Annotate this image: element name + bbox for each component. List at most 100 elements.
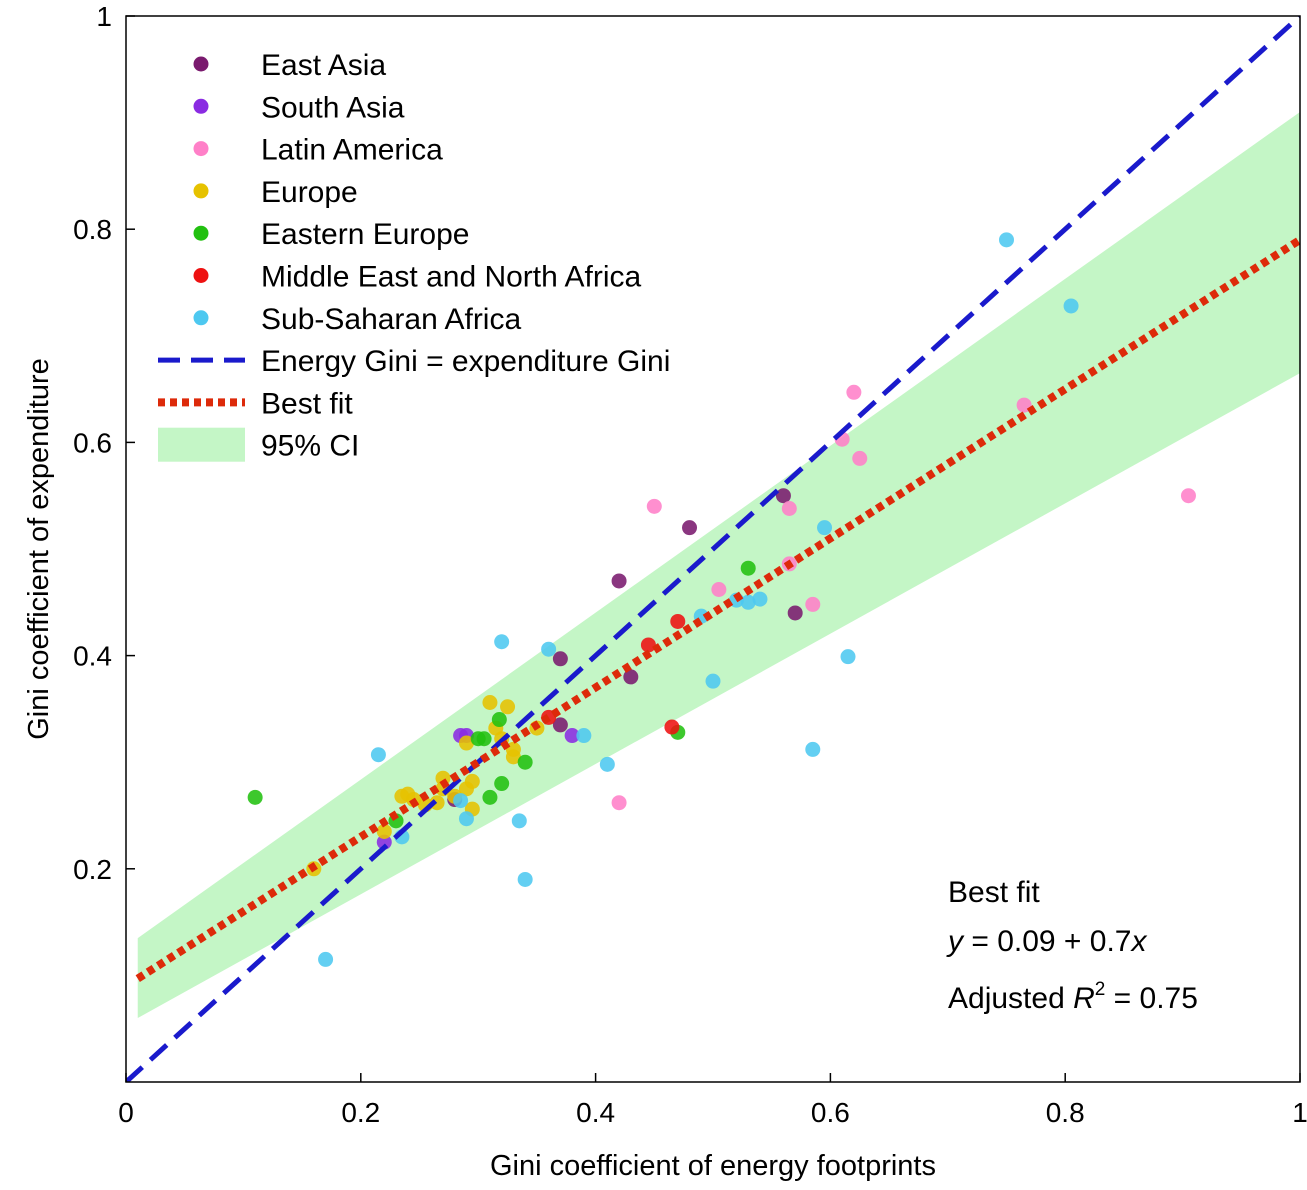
x-tick-label: 0.6 <box>811 1097 850 1128</box>
data-point-east-asia <box>775 488 791 504</box>
y-tick-label: 0.8 <box>73 214 112 245</box>
data-point-sub-saharan-africa <box>840 649 856 665</box>
legend-label: Sub-Saharan Africa <box>261 303 521 336</box>
annotation-equation: y = 0.09 + 0.7x <box>946 925 1147 958</box>
data-point-sub-saharan-africa <box>458 811 474 827</box>
x-tick-label: 0.4 <box>576 1097 615 1128</box>
legend-marker <box>193 225 209 241</box>
data-point-sub-saharan-africa <box>705 673 721 689</box>
legend-label: Energy Gini = expenditure Gini <box>261 345 670 378</box>
data-point-eastern-europe <box>247 789 263 805</box>
x-axis-title: Gini coefficient of energy footprints <box>490 1150 936 1182</box>
data-point-sub-saharan-africa <box>999 232 1014 248</box>
data-point-eastern-europe <box>482 789 498 805</box>
data-point-latin-america <box>805 596 821 612</box>
legend-marker <box>193 98 209 114</box>
legend-label: Latin America <box>261 134 443 167</box>
legend-label: Eastern Europe <box>261 218 469 251</box>
data-point-eastern-europe <box>740 560 756 576</box>
legend-marker <box>193 56 209 72</box>
data-point-europe <box>482 695 498 711</box>
data-point-sub-saharan-africa <box>494 634 510 650</box>
data-point-east-asia <box>611 573 627 589</box>
x-tick-label: 0.8 <box>1046 1097 1085 1128</box>
legend: East Asia South Asia Latin America Europe Ea… <box>158 49 670 463</box>
y-tick-label: 0.6 <box>73 427 112 458</box>
ci-band <box>137 111 1300 1019</box>
data-point-south-asia <box>376 834 392 850</box>
data-point-eastern-europe <box>494 776 510 792</box>
equation-body: = 0.09 + 0.7 <box>963 925 1131 958</box>
data-point-sub-saharan-africa <box>805 741 821 757</box>
data-point-middle-east-and-north-africa <box>640 637 656 653</box>
data-point-east-asia <box>787 605 803 621</box>
y-tick-label: 0.2 <box>73 854 112 885</box>
legend-label: South Asia <box>261 91 405 124</box>
data-point-south-asia <box>564 728 580 744</box>
data-point-east-asia <box>682 520 698 536</box>
legend-marker <box>193 310 209 326</box>
legend-label: Europe <box>261 176 358 209</box>
legend-label: Best fit <box>261 387 353 420</box>
fit-annotation: Best fit y = 0.09 + 0.7x Adjusted R2 = 0… <box>946 876 1198 1015</box>
x-tick-label: 0 <box>118 1097 134 1128</box>
data-point-sub-saharan-africa <box>599 756 615 772</box>
annotation-title: Best fit <box>948 876 1040 909</box>
data-point-sub-saharan-africa <box>511 813 527 829</box>
data-point-latin-america <box>711 582 727 598</box>
ci-band-layer <box>137 111 1300 1019</box>
data-point-sub-saharan-africa <box>318 951 334 967</box>
data-point-sub-saharan-africa <box>817 520 833 536</box>
data-point-east-asia <box>552 651 568 667</box>
best-fit-line <box>135 236 1300 982</box>
data-point-europe <box>500 699 516 715</box>
y-tick-label: 1 <box>96 1 112 32</box>
lines-layer <box>126 16 1300 1082</box>
y-tick-label: 0.4 <box>73 641 112 672</box>
data-point-latin-america <box>1180 488 1196 504</box>
data-point-eastern-europe <box>517 754 533 770</box>
data-point-europe <box>376 823 392 839</box>
data-point-eastern-europe <box>476 731 492 747</box>
legend-label: East Asia <box>261 49 386 82</box>
r2-value: = 0.75 <box>1105 982 1198 1015</box>
reference-line <box>126 16 1300 1082</box>
data-point-latin-america <box>781 500 797 516</box>
data-point-sub-saharan-africa <box>576 728 592 744</box>
legend-label: 95% CI <box>261 430 359 463</box>
data-point-europe <box>505 749 521 765</box>
data-point-sub-saharan-africa <box>517 871 533 887</box>
data-point-latin-america <box>852 450 868 466</box>
r2-var: R <box>1073 982 1095 1015</box>
data-point-latin-america <box>611 795 627 811</box>
legend-marker <box>193 268 209 283</box>
data-point-east-asia <box>623 669 639 685</box>
y-axis-title: Gini coefficient of expenditure <box>23 358 55 740</box>
data-point-eastern-europe <box>491 712 507 728</box>
data-point-sub-saharan-africa <box>1063 298 1079 314</box>
equation-y-var: y <box>946 925 965 958</box>
data-point-europe <box>429 795 445 811</box>
legend-ci-swatch <box>158 427 245 462</box>
axes-layer: 0 0.2 0.4 0.6 0.8 1 0.2 0.4 0.6 0.8 1 <box>73 1 1307 1128</box>
data-point-europe <box>464 773 480 789</box>
data-point-sub-saharan-africa <box>370 747 386 763</box>
data-point-sub-saharan-africa <box>541 641 557 657</box>
legend-marker <box>193 183 209 199</box>
data-point-latin-america <box>846 384 862 400</box>
legend-marker <box>193 141 209 157</box>
data-point-middle-east-and-north-africa <box>664 719 680 735</box>
data-point-sub-saharan-africa <box>752 591 768 607</box>
r2-prefix: Adjusted <box>948 982 1073 1015</box>
data-point-latin-america <box>646 498 662 514</box>
equation-x-var: x <box>1129 925 1147 958</box>
r2-superscript: 2 <box>1095 979 1106 1000</box>
annotation-r-squared: Adjusted R2 = 0.75 <box>948 979 1198 1015</box>
x-tick-label: 1 <box>1292 1097 1307 1128</box>
data-point-sub-saharan-africa <box>453 793 469 809</box>
plot-frame <box>125 15 1301 1083</box>
data-point-europe <box>458 735 474 751</box>
legend-label: Middle East and North Africa <box>261 261 642 294</box>
data-point-middle-east-and-north-africa <box>670 613 686 629</box>
